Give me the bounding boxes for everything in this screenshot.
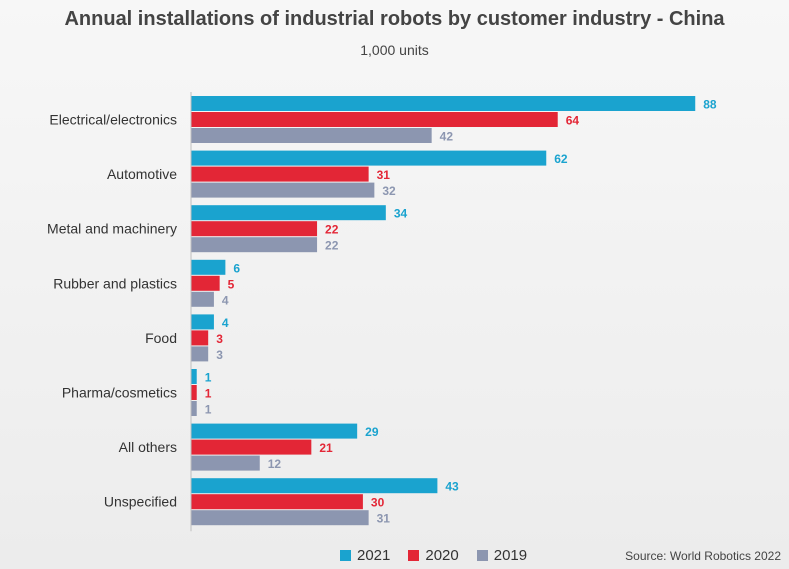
bar-unspecified-2019	[191, 510, 369, 526]
data-label-electrical-electronics-2019: 42	[440, 130, 454, 144]
bar-food-2021	[191, 314, 214, 330]
bar-automotive-2021	[191, 150, 547, 166]
legend-swatch-2020	[408, 550, 420, 561]
legend-item-2020: 2020	[408, 547, 459, 564]
chart-legend: 2021 2020 2019	[340, 547, 527, 564]
category-label-unspecified: Unspecified	[104, 494, 177, 510]
data-label-all-others-2020: 21	[319, 441, 333, 455]
data-label-electrical-electronics-2021: 88	[703, 98, 717, 112]
data-label-unspecified-2020: 30	[371, 496, 385, 510]
bar-rubber-and-plastics-2019	[191, 291, 214, 307]
bar-food-2019	[191, 346, 209, 362]
legend-label-2020: 2020	[425, 547, 459, 564]
category-label-electrical-electronics: Electrical/electronics	[49, 112, 177, 128]
data-label-automotive-2019: 32	[382, 184, 396, 198]
data-label-automotive-2021: 62	[554, 152, 568, 166]
data-label-all-others-2021: 29	[365, 425, 379, 439]
bar-pharma-cosmetics-2019	[191, 401, 197, 416]
category-label-all-others: All others	[119, 439, 177, 455]
category-label-pharma-cosmetics: Pharma/cosmetics	[62, 385, 177, 401]
bar-electrical-electronics-2021	[191, 96, 696, 111]
bar-metal-and-machinery-2021	[191, 205, 386, 221]
bar-unspecified-2021	[191, 478, 438, 494]
data-label-food-2021: 4	[222, 316, 229, 330]
bar-automotive-2020	[191, 166, 369, 182]
bar-food-2020	[191, 330, 209, 346]
data-label-pharma-cosmetics-2019: 1	[205, 403, 212, 417]
chart-subtitle: 1,000 units	[360, 42, 429, 58]
data-label-pharma-cosmetics-2021: 1	[205, 371, 212, 385]
data-label-all-others-2019: 12	[268, 457, 282, 471]
data-label-metal-and-machinery-2021: 34	[394, 207, 408, 221]
data-label-rubber-and-plastics-2020: 5	[228, 277, 235, 291]
data-label-food-2020: 3	[216, 332, 223, 346]
legend-swatch-2021	[340, 550, 351, 561]
data-label-metal-and-machinery-2019: 22	[325, 239, 339, 253]
data-label-electrical-electronics-2020: 64	[566, 114, 580, 128]
category-label-food: Food	[145, 330, 177, 346]
legend-label-2021: 2021	[357, 547, 391, 564]
data-label-unspecified-2019: 31	[377, 512, 391, 526]
bar-electrical-electronics-2020	[191, 112, 558, 127]
category-label-rubber-and-plastics: Rubber and plastics	[53, 275, 177, 291]
bar-unspecified-2020	[191, 494, 363, 510]
data-label-rubber-and-plastics-2021: 6	[233, 261, 240, 275]
legend-item-2021: 2021	[340, 547, 390, 564]
chart-title: Annual installations of industrial robot…	[64, 8, 725, 30]
bar-metal-and-machinery-2020	[191, 221, 318, 237]
category-label-automotive: Automotive	[107, 166, 177, 182]
data-label-automotive-2020: 31	[377, 168, 391, 182]
data-label-metal-and-machinery-2020: 22	[325, 223, 339, 237]
bar-all-others-2020	[191, 439, 312, 455]
data-label-rubber-and-plastics-2019: 4	[222, 293, 229, 307]
bar-all-others-2019	[191, 455, 260, 471]
bar-rubber-and-plastics-2020	[191, 275, 220, 291]
bar-pharma-cosmetics-2021	[191, 369, 197, 384]
legend-item-2019: 2019	[476, 547, 528, 564]
source-note: Source: World Robotics 2022	[625, 549, 781, 563]
bar-electrical-electronics-2019	[191, 128, 432, 143]
bar-all-others-2021	[191, 423, 358, 439]
data-label-pharma-cosmetics-2020: 1	[205, 387, 212, 401]
data-label-unspecified-2021: 43	[445, 480, 459, 494]
bar-metal-and-machinery-2019	[191, 237, 318, 253]
legend-label-2019: 2019	[493, 547, 528, 564]
bar-pharma-cosmetics-2020	[191, 385, 197, 400]
bar-automotive-2019	[191, 182, 375, 198]
category-label-metal-and-machinery: Metal and machinery	[47, 221, 177, 237]
data-label-food-2019: 3	[216, 348, 223, 362]
bar-rubber-and-plastics-2021	[191, 259, 226, 275]
legend-swatch-2019	[476, 550, 488, 561]
